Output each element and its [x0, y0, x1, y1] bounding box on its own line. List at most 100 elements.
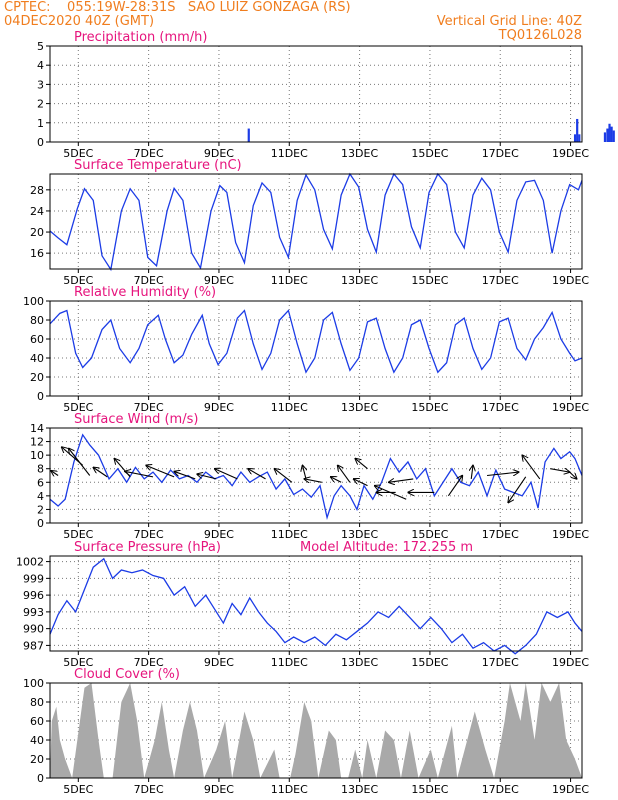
y-tick-label: 3 [37, 78, 44, 91]
wind-vector-arrow [331, 477, 342, 483]
precip-bar [603, 132, 607, 142]
wind-vector-arrow [51, 471, 59, 476]
x-tick-label: 5DEC [63, 401, 93, 414]
x-tick-label: 11DEC [271, 656, 308, 669]
x-tick-label: 7DEC [134, 783, 164, 796]
x-tick-label: 9DEC [204, 147, 234, 160]
y-tick-label: 0 [37, 517, 44, 530]
x-tick-label: 11DEC [271, 147, 308, 160]
x-tick-label: 9DEC [204, 783, 234, 796]
x-tick-label: 17DEC [482, 656, 519, 669]
header-code: TQ0126L028 [498, 28, 582, 43]
y-tick-label: 0 [37, 772, 44, 785]
y-tick-label: 996 [23, 589, 44, 602]
x-tick-label: 17DEC [482, 528, 519, 541]
y-tick-label: 6 [37, 476, 44, 489]
x-tick-label: 11DEC [271, 274, 308, 287]
wind-vector-arrow [508, 476, 527, 503]
x-tick-label: 5DEC [63, 528, 93, 541]
temp-frame [49, 173, 583, 270]
wind-frame [49, 427, 583, 524]
y-tick-label: 40 [30, 734, 44, 747]
y-tick-label: 16 [30, 247, 44, 260]
x-tick-label: 15DEC [411, 147, 448, 160]
precip-title: Precipitation (mm/h) [74, 30, 207, 45]
x-tick-label: 19DEC [552, 528, 589, 541]
x-tick-label: 15DEC [411, 401, 448, 414]
rh-title: Relative Humidity (%) [74, 285, 216, 300]
x-tick-label: 11DEC [271, 528, 308, 541]
rh-panel: 0 20 40 60 80 100 5DEC 7DEC 9DEC 11DEC 13DEC 15DEC 1… [23, 285, 589, 414]
y-tick-label: 100 [23, 295, 44, 308]
wind-vector-arrow [174, 471, 196, 480]
x-tick-label: 7DEC [134, 528, 164, 541]
precip-bar [612, 130, 615, 142]
x-tick-label: 17DEC [482, 147, 519, 160]
wind-vector-arrow [353, 479, 368, 487]
x-tick-label: 13DEC [341, 656, 378, 669]
press-frame [49, 555, 583, 652]
press-title: Surface Pressure (hPa) [74, 540, 221, 555]
x-tick-label: 11DEC [271, 783, 308, 796]
x-tick-label: 13DEC [341, 147, 378, 160]
cloud-title: Cloud Cover (%) [74, 667, 180, 682]
precip-panel: 0 1 2 3 4 5 5DEC 7DEC 9DEC 11DEC 13DEC 15DEC 17DEC 19… [37, 30, 615, 160]
y-tick-label: 1002 [16, 556, 44, 569]
y-tick-label: 4 [37, 490, 44, 503]
wind-vector-arrow [215, 469, 238, 480]
x-tick-label: 7DEC [134, 147, 164, 160]
wind-vector-arrow [389, 479, 414, 482]
y-tick-label: 0 [37, 390, 44, 403]
x-tick-label: 17DEC [482, 401, 519, 414]
precip-bar [576, 118, 579, 142]
y-tick-label: 40 [30, 352, 44, 365]
wind-vector-arrow [114, 459, 131, 478]
x-tick-label: 15DEC [411, 528, 448, 541]
wind-vector-arrow [375, 486, 407, 500]
x-tick-label: 7DEC [134, 401, 164, 414]
wind-vector-arrow [355, 459, 368, 470]
wind-vector-arrow [93, 467, 108, 478]
y-tick-label: 8 [37, 463, 44, 476]
y-tick-label: 80 [30, 696, 44, 709]
y-tick-label: 999 [23, 572, 44, 585]
y-tick-label: 990 [23, 623, 44, 636]
precip-bar [578, 134, 581, 142]
y-tick-label: 100 [23, 677, 44, 690]
y-tick-label: 2 [37, 503, 44, 516]
wind-title: Surface Wind (m/s) [74, 412, 198, 427]
x-tick-label: 15DEC [411, 274, 448, 287]
x-tick-label: 17DEC [482, 274, 519, 287]
x-tick-label: 19DEC [552, 783, 589, 796]
y-tick-label: 2 [37, 98, 44, 111]
x-tick-label: 7DEC [134, 656, 164, 669]
wind-vector-arrow [146, 465, 175, 478]
x-tick-label: 19DEC [552, 656, 589, 669]
x-tick-label: 9DEC [204, 401, 234, 414]
x-tick-label: 9DEC [204, 656, 234, 669]
temp-panel: 16 20 24 28 5DEC 7DEC 9DEC 11DEC 13DEC 15DEC 17DEC… [30, 158, 589, 287]
y-tick-label: 20 [30, 753, 44, 766]
y-tick-label: 0 [37, 136, 44, 149]
wind-vector-arrow [338, 465, 351, 483]
x-tick-label: 13DEC [341, 783, 378, 796]
wind-vector-arrow [302, 465, 306, 480]
wind-vector-arrow [125, 471, 154, 478]
y-tick-label: 28 [30, 184, 44, 197]
y-tick-label: 60 [30, 715, 44, 728]
wind-vector-arrow [487, 472, 519, 477]
y-tick-label: 60 [30, 333, 44, 346]
precip-bar [608, 123, 611, 142]
wind-vector-arrow [197, 474, 217, 480]
y-tick-label: 12 [30, 436, 44, 449]
wind-vector-arrow [471, 465, 473, 479]
x-tick-label: 15DEC [411, 783, 448, 796]
y-tick-label: 4 [37, 59, 44, 72]
header-location: CPTEC: 055:19W-28:31S SAO LUIZ GONZAGA (… [4, 0, 351, 15]
x-tick-label: 9DEC [204, 528, 234, 541]
wind-vector-arrow [447, 476, 462, 497]
y-tick-label: 5 [37, 40, 44, 53]
x-tick-label: 19DEC [552, 401, 589, 414]
y-tick-label: 14 [30, 422, 44, 435]
